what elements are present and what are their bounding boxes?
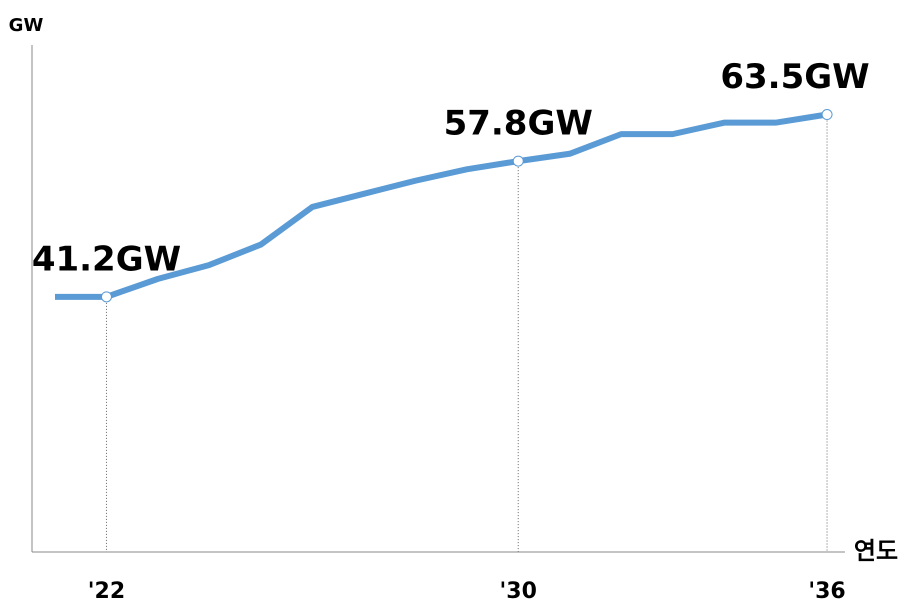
point-marker bbox=[100, 291, 112, 303]
x-axis-label: 연도 bbox=[854, 537, 898, 565]
x-tick-label: '36 bbox=[808, 579, 845, 604]
x-tick-label: '30 bbox=[500, 579, 537, 604]
data-label: 41.2GW bbox=[32, 239, 181, 279]
point-marker bbox=[512, 155, 524, 167]
series-line bbox=[55, 111, 828, 300]
point-marker bbox=[821, 109, 833, 121]
x-tick-label: '22 bbox=[88, 579, 125, 604]
data-label: 57.8GW bbox=[444, 104, 593, 144]
data-label: 63.5GW bbox=[720, 57, 869, 97]
y-axis-label: GW bbox=[9, 15, 44, 36]
